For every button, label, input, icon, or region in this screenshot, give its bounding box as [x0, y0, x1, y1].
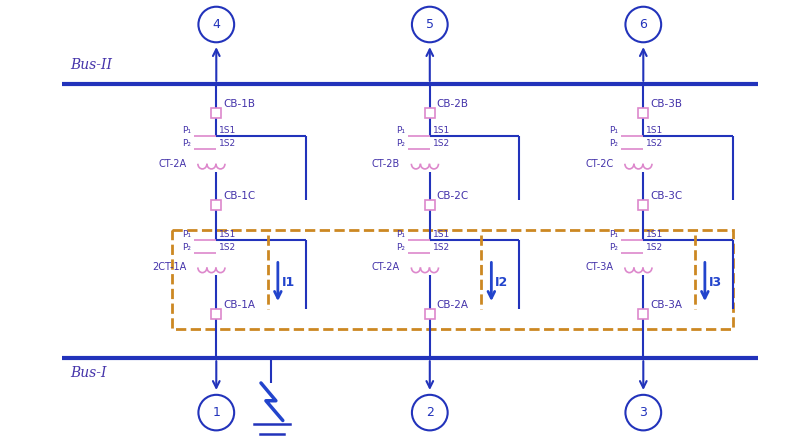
Text: 1S2: 1S2 [646, 139, 663, 148]
Bar [211, 309, 222, 319]
Text: CB-2C: CB-2C [437, 191, 469, 201]
Text: CB-3A: CB-3A [650, 300, 682, 310]
Text: P₁: P₁ [610, 126, 618, 135]
Text: Bus-II: Bus-II [70, 58, 112, 72]
Text: CT-2C: CT-2C [586, 159, 614, 169]
Bar [425, 309, 434, 319]
Text: 4: 4 [212, 18, 220, 31]
Text: P₂: P₂ [396, 139, 405, 148]
Bar [211, 200, 222, 210]
Text: I2: I2 [495, 276, 509, 289]
Text: CB-2B: CB-2B [437, 99, 469, 109]
Text: 1S1: 1S1 [219, 126, 237, 135]
Text: CB-3B: CB-3B [650, 99, 682, 109]
Text: P₁: P₁ [182, 126, 191, 135]
Text: 1S1: 1S1 [219, 230, 237, 239]
Text: 1S2: 1S2 [646, 243, 663, 251]
Text: 1S2: 1S2 [433, 243, 450, 251]
Bar [638, 309, 648, 319]
Bar [425, 109, 434, 118]
Text: P₂: P₂ [610, 243, 618, 251]
Bar [638, 200, 648, 210]
Bar [425, 200, 434, 210]
Text: 1S1: 1S1 [433, 126, 450, 135]
Text: 1: 1 [212, 406, 220, 419]
Text: P₁: P₁ [396, 230, 405, 239]
Text: 1S1: 1S1 [646, 230, 663, 239]
Text: P₂: P₂ [182, 139, 191, 148]
Text: I1: I1 [282, 276, 295, 289]
Bar [211, 109, 222, 118]
Text: 5: 5 [426, 18, 434, 31]
Text: 1S1: 1S1 [646, 126, 663, 135]
Text: 2CT-1A: 2CT-1A [152, 263, 186, 272]
Text: P₂: P₂ [182, 243, 191, 251]
Text: 3: 3 [639, 406, 647, 419]
Text: 1S1: 1S1 [433, 230, 450, 239]
Text: 1S2: 1S2 [219, 139, 236, 148]
Text: CB-3C: CB-3C [650, 191, 682, 201]
Text: 1S2: 1S2 [433, 139, 450, 148]
Text: CB-1A: CB-1A [223, 300, 255, 310]
Text: P₁: P₁ [610, 230, 618, 239]
Text: CB-2A: CB-2A [437, 300, 469, 310]
Text: CT-2A: CT-2A [158, 159, 186, 169]
Text: CB-1C: CB-1C [223, 191, 255, 201]
Bar [638, 109, 648, 118]
Text: 2: 2 [426, 406, 434, 419]
Text: Bus-I: Bus-I [70, 366, 107, 380]
Text: 6: 6 [639, 18, 647, 31]
Text: P₁: P₁ [182, 230, 191, 239]
Text: CT-2A: CT-2A [372, 263, 400, 272]
Text: P₂: P₂ [610, 139, 618, 148]
Text: CB-1B: CB-1B [223, 99, 255, 109]
Text: P₂: P₂ [396, 243, 405, 251]
Text: CT-3A: CT-3A [586, 263, 614, 272]
Bar [171, 230, 733, 329]
Text: I3: I3 [709, 276, 722, 289]
Text: P₁: P₁ [396, 126, 405, 135]
Text: CT-2B: CT-2B [372, 159, 400, 169]
Text: 1S2: 1S2 [219, 243, 236, 251]
